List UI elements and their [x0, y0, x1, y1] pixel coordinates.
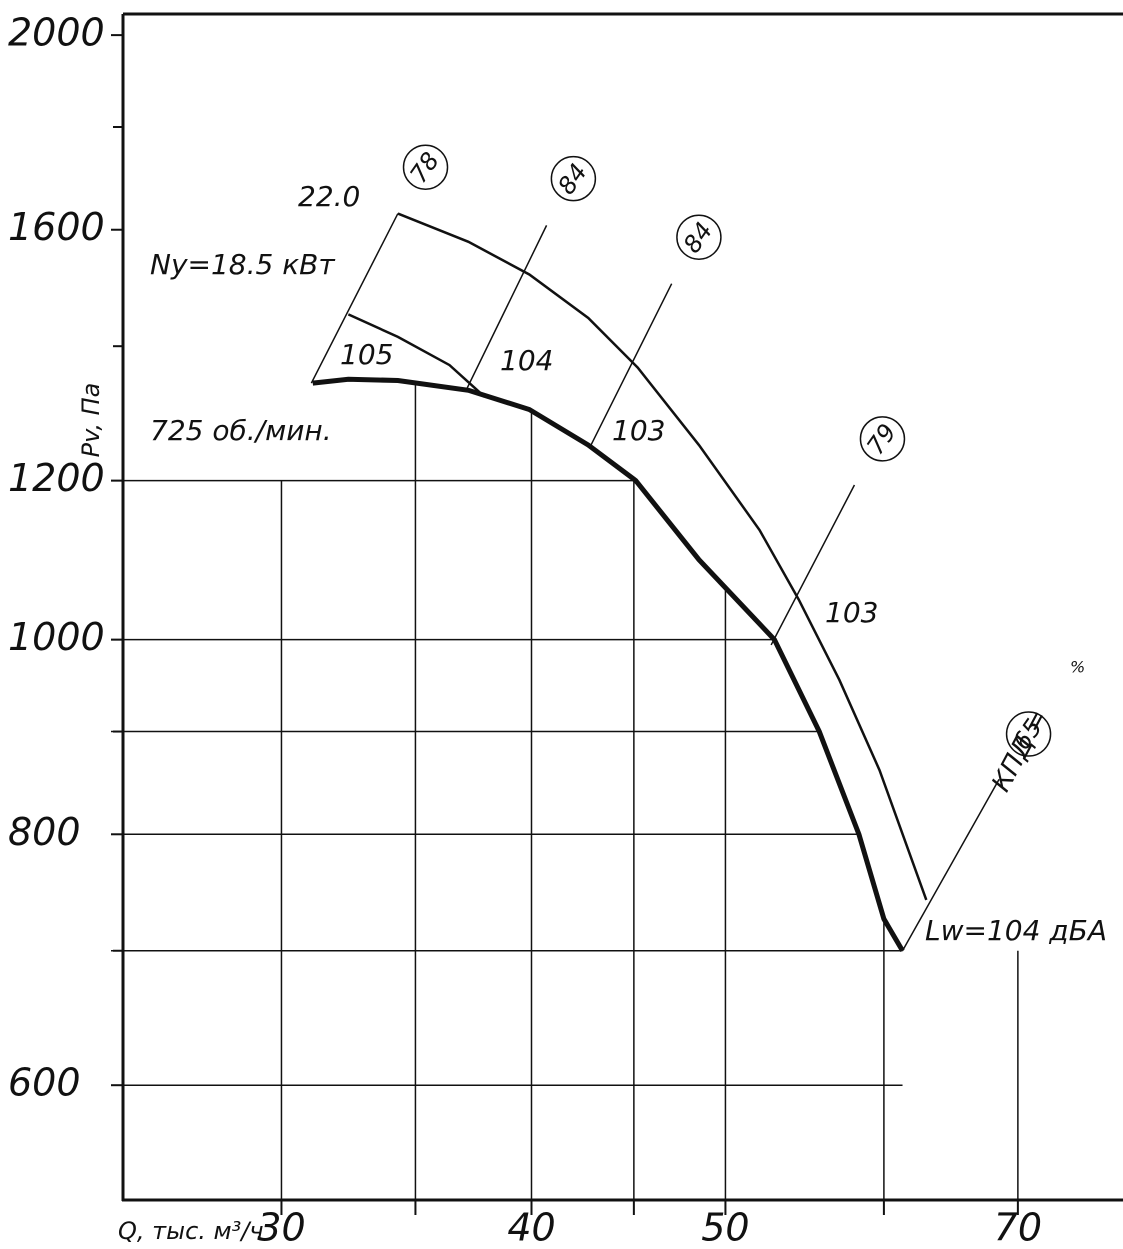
noise-label: 103: [612, 414, 665, 447]
curve: [397, 212, 928, 901]
curve: [347, 313, 486, 398]
efficiency-label: 84: [678, 217, 718, 258]
efficiency-circle: [550, 155, 597, 202]
x-tick-label: 30: [257, 1206, 305, 1249]
efficiency-line: [465, 225, 548, 391]
efficiency-circle: [1005, 711, 1052, 757]
efficiency-line: [770, 484, 856, 646]
y-tick-label: 800: [8, 810, 81, 854]
efficiency-unit: %: [1070, 658, 1085, 677]
y-tick-label: 1200: [8, 456, 105, 500]
axes: [121, 12, 1123, 1202]
x-tick-label: 70: [994, 1206, 1042, 1249]
efficiency-circle: [402, 144, 449, 190]
efficiency-label: 79: [861, 419, 901, 460]
power-label: 22.0: [298, 180, 360, 213]
y-tick-label: 1000: [8, 615, 105, 659]
noise-label: 103: [825, 596, 878, 629]
power-label: Ny=18.5 кВт: [150, 248, 335, 281]
y-tick-label: 1600: [8, 205, 105, 249]
efficiency-circle: [859, 416, 906, 462]
efficiency-line: [310, 213, 399, 384]
x-tick-label: 50: [701, 1206, 749, 1249]
sound-power-label: Lw=104 дБА: [925, 914, 1107, 947]
speed-label: 725 об./мин.: [150, 414, 332, 447]
efficiency-label: 84: [552, 159, 592, 200]
y-tick-label: 600: [8, 1061, 81, 1105]
x-axis-label: Q, тыс. м³/ч: [118, 1217, 264, 1245]
y-tick-label: 2000: [8, 11, 105, 55]
efficiency-line: [901, 778, 1000, 952]
x-tick-label: 40: [507, 1206, 555, 1249]
noise-label: 104: [500, 344, 553, 377]
efficiency-line: [589, 283, 673, 447]
noise-label: 105: [340, 338, 393, 371]
efficiency-circle: [676, 214, 722, 260]
efficiency-prefix: КПД =: [986, 705, 1054, 797]
efficiency-label: 78: [404, 147, 444, 188]
y-axis-label: Pv, Па: [77, 383, 105, 458]
curve: [312, 376, 905, 953]
